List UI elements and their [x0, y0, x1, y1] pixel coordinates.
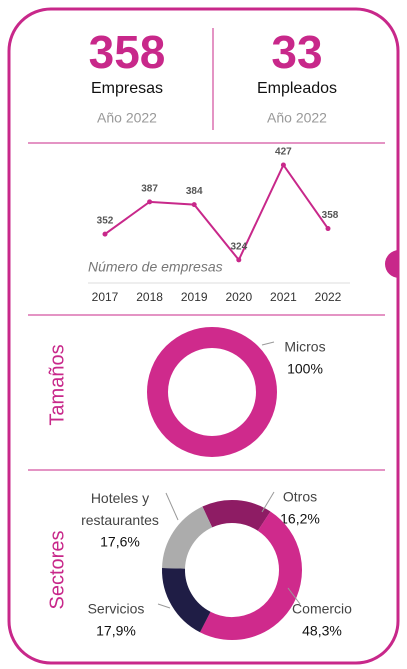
category-label: Comercio [292, 601, 352, 617]
x-tick-label: 2019 [181, 290, 208, 304]
leader-line [165, 492, 179, 521]
value-label: 16,2% [280, 511, 320, 527]
value-label: 324 [230, 242, 247, 253]
leader-line [261, 341, 275, 346]
donut-segment [162, 500, 302, 640]
x-tick-label: 2022 [315, 290, 342, 304]
leader-line [157, 603, 171, 609]
category-label: Servicios [88, 601, 145, 617]
point [102, 231, 108, 237]
value-label: 384 [186, 186, 203, 197]
x-tick-label: 2018 [136, 290, 163, 304]
point [147, 199, 153, 205]
section-title: Sectores [46, 531, 68, 610]
line [104, 162, 329, 262]
point [236, 257, 242, 263]
point [191, 202, 197, 208]
leader-line [287, 587, 301, 605]
donut-segment [162, 500, 302, 640]
donut-segment [147, 327, 277, 457]
kpi-label: Empresas [91, 80, 163, 97]
x-tick-label: 2020 [225, 290, 252, 304]
category-label: Micros [284, 339, 325, 355]
leader-line [261, 491, 275, 513]
point [280, 162, 286, 168]
value-label: 48,3% [302, 623, 342, 639]
value-label: 427 [275, 147, 292, 158]
value-label: 352 [97, 216, 114, 227]
frame [7, 7, 400, 665]
x-tick-label: 2017 [92, 290, 119, 304]
category-label: Otros [283, 489, 317, 505]
x-tick-label: 2021 [270, 290, 297, 304]
section-title: Tamaños [46, 344, 68, 425]
donut-segment [162, 500, 302, 640]
kpi-value: 358 [89, 26, 166, 78]
annotation: Número de empresas [88, 259, 223, 275]
value-label: 17,6% [100, 534, 140, 550]
value-label: 17,9% [96, 623, 136, 639]
tab [385, 250, 399, 278]
point [325, 226, 331, 232]
kpi-value: 33 [271, 26, 322, 78]
kpi-note: Año 2022 [267, 110, 327, 126]
value-label: 100% [287, 361, 323, 377]
kpi-label: Empleados [257, 80, 337, 97]
value-label: 358 [322, 210, 339, 221]
value-label: 387 [141, 183, 158, 194]
category-label: Hoteles y restaurantes [81, 490, 159, 528]
kpi-note: Año 2022 [97, 110, 157, 126]
